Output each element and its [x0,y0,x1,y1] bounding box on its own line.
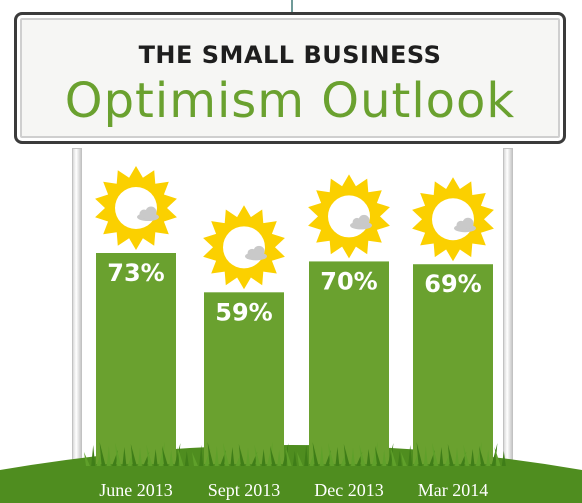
grass-blade [153,449,158,466]
sun-icon [203,205,285,290]
sun-icon [308,174,390,259]
grass-blade [192,452,198,466]
grass-blade [304,445,309,466]
grass-blade [475,442,482,466]
grass-blade [177,447,184,466]
grass-blade [343,444,350,466]
value-label-4: 69% [424,270,481,298]
grass-blade [106,446,111,466]
value-label-2: 59% [215,298,272,326]
bar-2 [204,292,284,464]
grass-blade [432,443,439,466]
category-label-3: Dec 2013 [314,480,383,500]
grass-blade [455,448,459,466]
grass-tuft [297,442,402,466]
grass-blade [375,446,381,466]
cloud-puff [462,217,474,229]
sign-title: THE SMALL BUSINESS [138,41,442,69]
grass-blade [501,451,506,466]
grass-blade [366,449,371,466]
grass-blade [130,444,137,466]
grass-blade [230,447,235,466]
grass-tuft [192,442,297,466]
grass-blade [223,443,230,466]
grass-blade [312,442,319,466]
sun-icon [95,166,177,250]
grass-blade [285,447,292,466]
sign-subtitle: Optimism Outlook [64,73,516,129]
grass-blade [335,447,340,466]
grass-blade [277,450,282,466]
grass-tuft [401,442,506,466]
grass-blade [91,445,96,466]
grass-blade [162,446,168,466]
grass-blade [138,448,142,466]
grass-blade [387,443,394,466]
value-label-1: 73% [107,259,164,287]
grass-blade [390,447,397,466]
sign-hanging-wire [291,0,293,14]
grass-tuft [84,442,189,466]
grass-blade [174,443,181,466]
grass-blade [115,443,122,466]
category-label-2: Sept 2013 [208,480,281,500]
grass-blade [479,446,485,466]
grass-blade [146,445,153,466]
grass-blade [238,444,245,466]
grass-blade [297,452,303,466]
grass-blade [266,442,273,466]
category-label-4: Mar 2014 [418,480,489,500]
grass-blade [214,446,219,466]
grass-blade [371,442,378,466]
grass-blade [158,442,165,466]
bar-3 [309,261,389,464]
sun-icon [412,177,494,262]
grass-blade [207,442,214,466]
grass-blade [122,447,127,466]
cloud-puff [145,206,157,218]
cloud-icon [137,206,159,221]
value-label-3: 70% [320,267,377,295]
grass-blade [359,445,366,466]
grass-blade [270,446,276,466]
category-label-1: June 2013 [99,480,173,500]
grass-blade [319,446,324,466]
grass-blade [351,448,355,466]
grass-blade [491,443,498,466]
grass-blade [282,443,289,466]
cloud-icon [245,245,267,261]
grass-blade [382,450,387,466]
grass-blade [292,451,297,466]
grass-blade [246,448,250,466]
grass-blade [470,449,475,466]
grass-blade [494,447,501,466]
cloud-puff [253,245,265,257]
grass-blade [169,450,174,466]
grass-blade [84,452,90,466]
title-sign: THE SMALL BUSINESS Optimism Outlook [14,12,566,144]
grass-blade [261,449,266,466]
grass-blade [199,445,204,466]
grass-blade [328,443,335,466]
grass-blade [397,451,402,466]
cloud-puff [358,214,370,226]
grass-blade [423,446,428,466]
grass-blade [401,452,407,466]
grass-blade [486,450,491,466]
bar-4 [413,264,493,464]
grass-blade [184,451,189,466]
grass-blade [416,442,423,466]
grass-blade [447,444,454,466]
bar-1 [96,253,176,464]
grass-blade [463,445,470,466]
grass-blade [254,445,261,466]
cloud-icon [350,214,372,230]
grass-blade [439,447,444,466]
cloud-icon [454,217,476,233]
grass-blade [408,445,413,466]
grass-blade [99,442,106,466]
